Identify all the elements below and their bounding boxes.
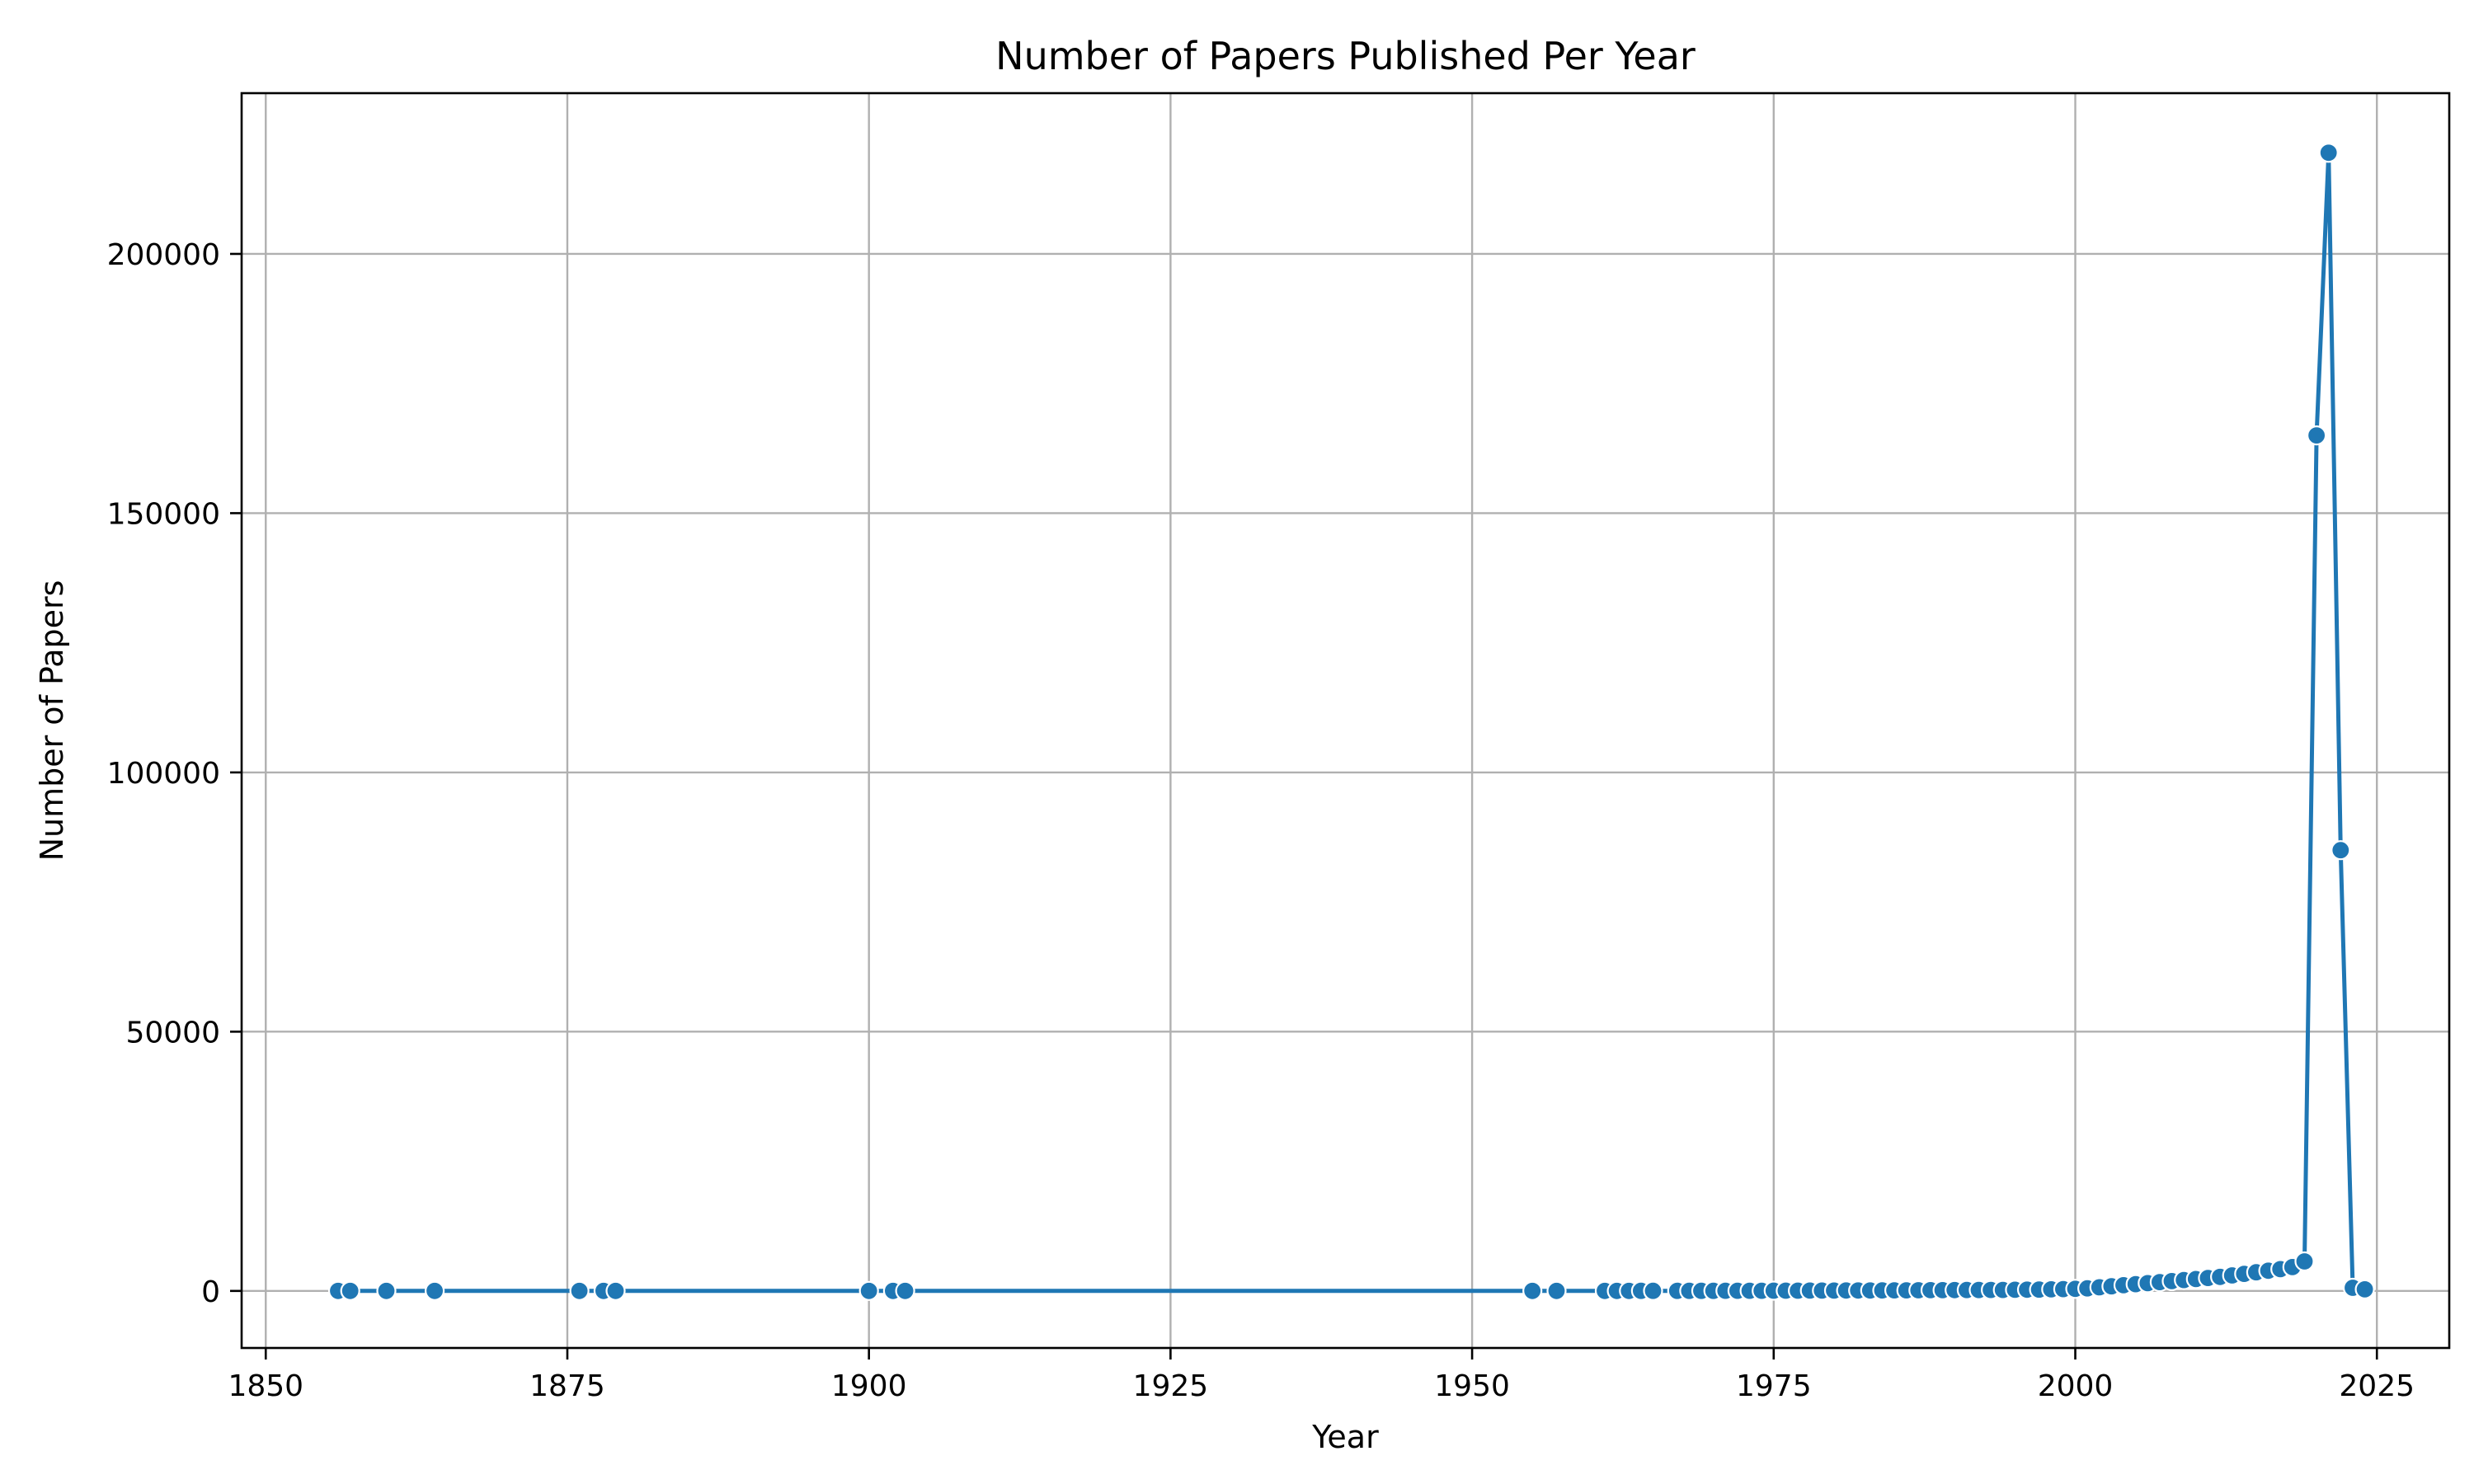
data-point — [858, 1280, 879, 1301]
x-tick-label: 1950 — [1434, 1369, 1510, 1403]
data-point — [1643, 1280, 1663, 1301]
data-point — [424, 1280, 445, 1301]
y-axis-label: Number of Papers — [34, 580, 70, 862]
data-point — [376, 1280, 397, 1301]
x-tick-label: 1850 — [228, 1369, 303, 1403]
y-tick-label: 0 — [201, 1275, 220, 1309]
x-tick-label: 2025 — [2339, 1369, 2415, 1403]
x-tick-label: 1900 — [831, 1369, 907, 1403]
series-line — [336, 150, 2368, 1294]
y-tick-label: 50000 — [125, 1016, 220, 1050]
x-tick-label: 1875 — [529, 1369, 605, 1403]
data-point — [1546, 1280, 1567, 1301]
data-point — [2307, 425, 2327, 446]
data-point — [2331, 840, 2351, 861]
y-tick-label: 100000 — [107, 757, 220, 791]
data-point — [2354, 1279, 2375, 1300]
data-point — [605, 1280, 626, 1301]
data-point — [569, 1280, 590, 1301]
x-axis-label: Year — [1311, 1419, 1379, 1455]
x-axis-ticks: 1850 1875 1900 1925 1950 1975 2000 2025 — [228, 1348, 2415, 1403]
y-tick-label: 200000 — [107, 238, 220, 272]
y-tick-label: 150000 — [107, 497, 220, 531]
data-point — [1522, 1280, 1543, 1301]
data-point — [2318, 143, 2339, 163]
data-point — [2294, 1251, 2315, 1272]
data-point — [340, 1280, 360, 1301]
y-axis-ticks: 0 50000 100000 150000 200000 — [107, 238, 242, 1309]
x-tick-label: 1925 — [1133, 1369, 1209, 1403]
chart-title: Number of Papers Published Per Year — [995, 34, 1696, 78]
grid-lines — [242, 93, 2449, 1348]
plot-frame — [240, 92, 2451, 1350]
data-point — [895, 1280, 915, 1301]
x-tick-label: 1975 — [1736, 1369, 1812, 1403]
x-tick-label: 2000 — [2038, 1369, 2114, 1403]
series-layer — [327, 143, 2375, 1301]
